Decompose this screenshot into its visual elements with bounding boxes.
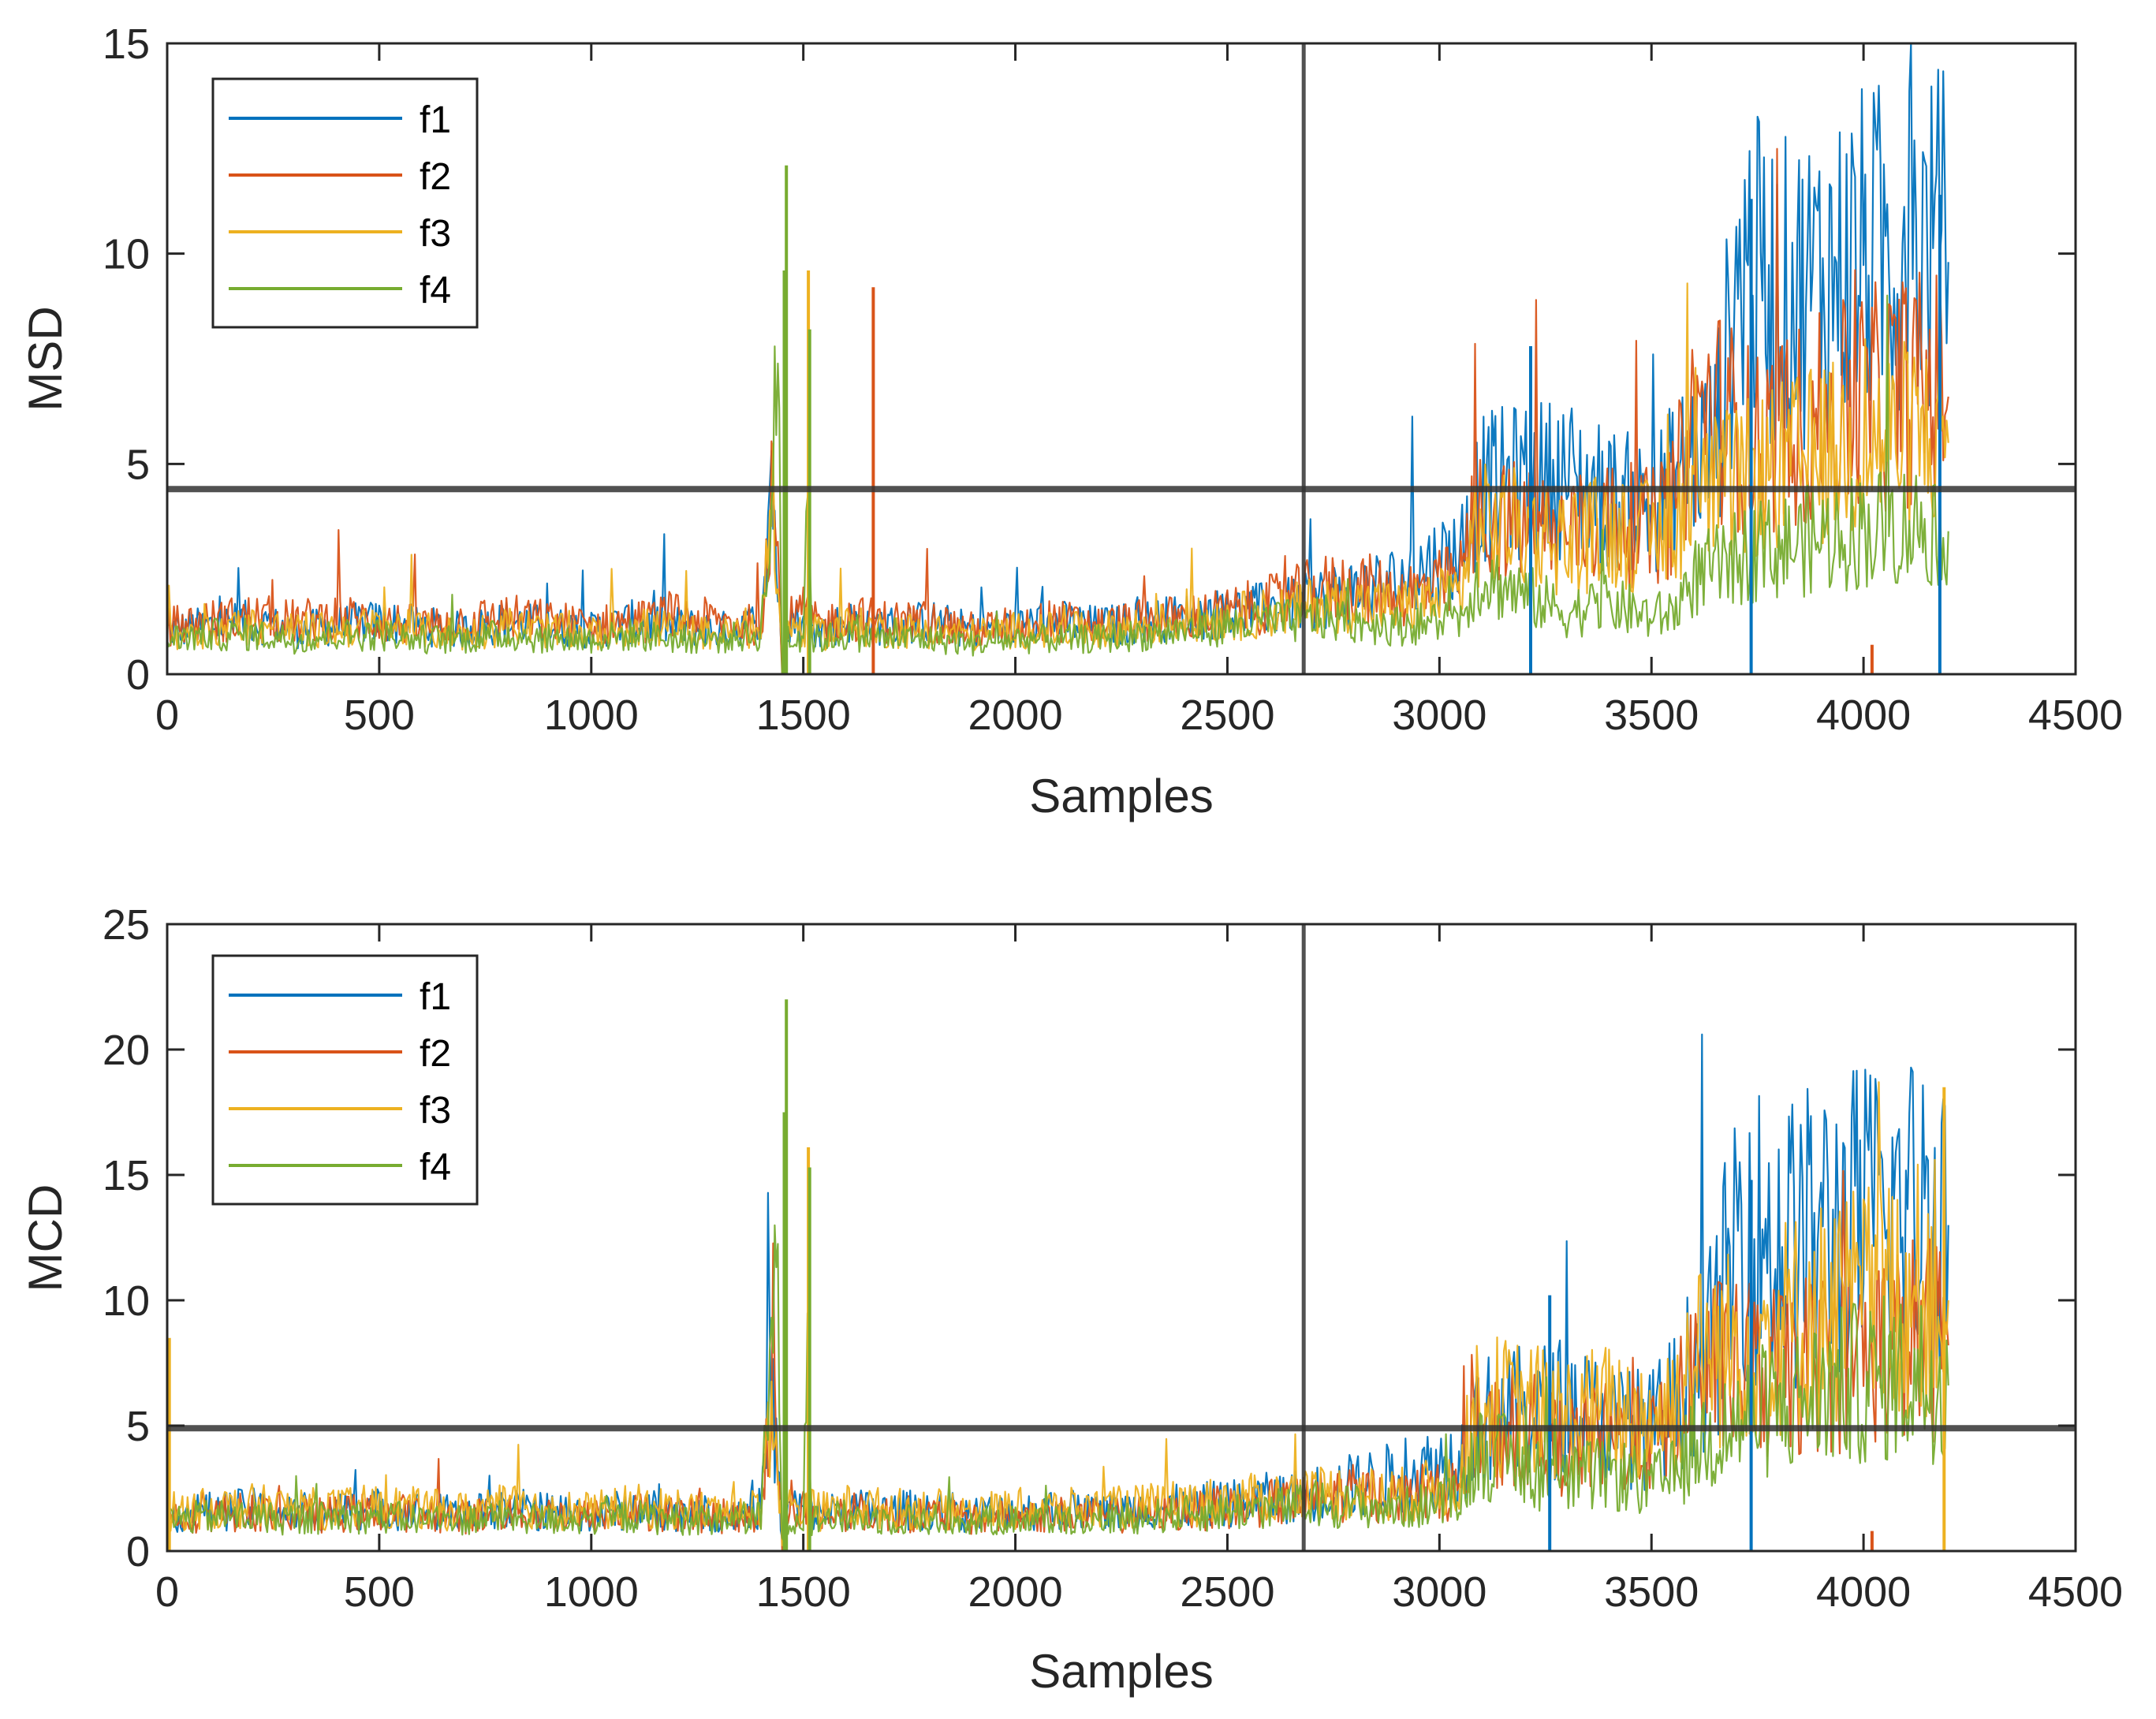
mcd-ticks: 0 500 1000 1500 2000 2500 3000 3500 4000 4500 0 5 10… [103, 901, 2123, 1616]
msd-xtick-label: 500 [344, 692, 415, 739]
msd-xtick-label: 2500 [1180, 692, 1274, 739]
mcd-xtick-label: 2500 [1180, 1568, 1274, 1616]
mcd-ytick-label: 15 [103, 1152, 150, 1199]
msd-ytick-label: 0 [126, 651, 150, 699]
msd-reference-lines [167, 43, 2076, 674]
msd-ticks: 0 500 1000 1500 2000 2500 3000 3500 4000 4500 0 5 10… [103, 21, 2123, 739]
msd-ytick-label: 15 [103, 21, 150, 68]
mcd-reference-lines [167, 924, 2076, 1551]
mcd-xtick-label: 500 [344, 1568, 415, 1616]
msd-series-f3-line [166, 282, 1949, 658]
msd-chart: 0 500 1000 1500 2000 2500 3000 3500 4000 4500 0 5 10… [19, 21, 2123, 822]
msd-xtick-label: 4500 [2028, 692, 2123, 739]
msd-legend-label-f4: f4 [420, 270, 451, 311]
mcd-y-axis-title: MCD [19, 1184, 72, 1292]
mcd-xtick-label: 2000 [968, 1568, 1062, 1616]
mcd-ytick-label: 0 [126, 1528, 150, 1575]
mcd-axes-box [166, 923, 2077, 1553]
mcd-x-axis-title: Samples [1029, 1645, 1213, 1698]
mcd-series-group [166, 999, 1949, 1551]
mcd-xtick-label: 3500 [1604, 1568, 1699, 1616]
msd-ytick-label: 5 [126, 441, 150, 488]
msd-legend-label-f1: f1 [420, 99, 451, 141]
mcd-ytick-label: 20 [103, 1027, 150, 1074]
mcd-ytick-label: 5 [126, 1403, 150, 1450]
mcd-xtick-label: 1500 [756, 1568, 851, 1616]
mcd-xtick-label: 0 [155, 1568, 179, 1616]
mcd-legend: f1 f2 f3 f4 [211, 954, 479, 1206]
mcd-legend-label-f4: f4 [420, 1147, 451, 1188]
msd-series-f4-line [166, 294, 1949, 676]
mcd-ytick-label: 25 [103, 901, 150, 949]
msd-xtick-label: 1000 [544, 692, 639, 739]
msd-xtick-label: 2000 [968, 692, 1062, 739]
mcd-legend-label-f2: f2 [420, 1033, 451, 1075]
msd-xtick-label: 4000 [1816, 692, 1911, 739]
mcd-legend-label-f3: f3 [420, 1090, 451, 1132]
msd-xtick-label: 3500 [1604, 692, 1699, 739]
msd-legend-box [211, 77, 479, 329]
mcd-series-f3-line [166, 1081, 1949, 1547]
msd-xtick-label: 1500 [756, 692, 851, 739]
msd-xtick-label: 3000 [1392, 692, 1486, 739]
msd-y-axis-title: MSD [19, 306, 72, 411]
msd-legend-label-f2: f2 [420, 156, 451, 198]
mcd-xtick-label: 1000 [544, 1568, 639, 1616]
mcd-xtick-label: 4500 [2028, 1568, 2123, 1616]
msd-ytick-label: 10 [103, 231, 150, 278]
mcd-chart: 0 500 1000 1500 2000 2500 3000 3500 4000 4500 0 5 10… [19, 901, 2123, 1698]
mcd-xtick-label: 4000 [1816, 1568, 1911, 1616]
mcd-ytick-label: 10 [103, 1277, 150, 1325]
msd-legend-label-f3: f3 [420, 213, 451, 255]
msd-series-group [166, 42, 1949, 676]
msd-x-axis-title: Samples [1029, 770, 1213, 822]
mcd-legend-label-f1: f1 [420, 976, 451, 1018]
mcd-series-f4-line [166, 1224, 1949, 1542]
msd-xtick-label: 0 [155, 692, 179, 739]
mcd-xtick-label: 3000 [1392, 1568, 1486, 1616]
mcd-legend-box [211, 954, 479, 1206]
msd-axes-box [166, 42, 2077, 676]
mcd-series-f2-line [166, 1169, 1949, 1551]
msd-series-f2-line [166, 147, 1949, 676]
msd-legend: f1 f2 f3 f4 [211, 77, 479, 329]
